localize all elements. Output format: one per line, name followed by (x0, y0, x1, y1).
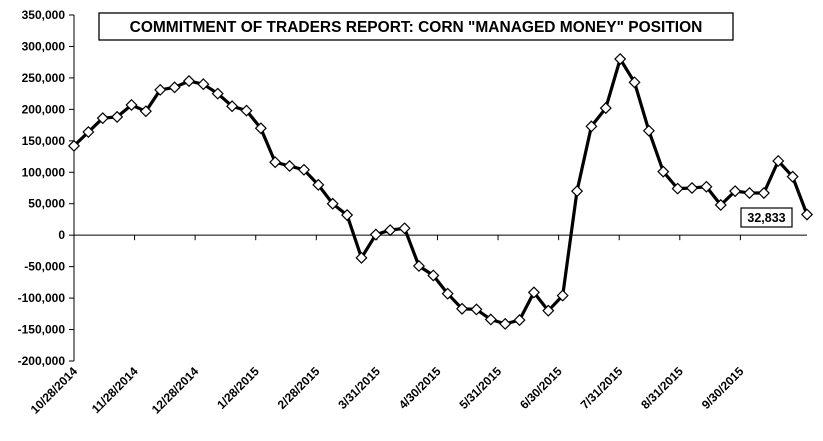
data-point (111, 110, 124, 123)
data-point (470, 303, 483, 316)
data-point (182, 75, 196, 88)
data-point (154, 83, 167, 96)
data-point (341, 209, 354, 222)
y-tick-label: 0 (58, 228, 65, 242)
data-point (786, 170, 799, 183)
x-tick-label: 12/28/2014 (149, 364, 202, 417)
data-point (240, 104, 253, 117)
x-tick-label: 5/31/2015 (457, 364, 505, 412)
data-point (139, 105, 152, 118)
data-point (441, 287, 454, 300)
annotation-frame (740, 207, 793, 228)
data-point (714, 198, 727, 212)
data-point (542, 304, 555, 317)
data-point (326, 197, 339, 210)
data-points (67, 52, 814, 330)
data-point (513, 314, 526, 327)
x-tick-label: 9/30/2015 (699, 364, 747, 412)
x-tick-label: 2/28/2015 (275, 364, 323, 412)
data-point (484, 313, 497, 326)
y-tick-label: 150,000 (22, 134, 66, 148)
data-point (700, 180, 713, 193)
chart-title: COMMITMENT OF TRADERS REPORT: CORN "MANA… (130, 19, 703, 36)
x-axis-ticks: 10/28/2014 11/28/2014 12/28/2014 1/28/2015 2… (28, 235, 747, 417)
x-tick-label: 11/28/2014 (89, 364, 141, 416)
x-tick-label: 6/30/2015 (517, 364, 565, 412)
data-point (297, 163, 311, 176)
data-point (556, 289, 569, 302)
y-tick-label: -150,000 (18, 323, 66, 337)
data-point (312, 178, 325, 191)
y-tick-label: 250,000 (22, 71, 66, 85)
data-point (614, 52, 627, 66)
data-point (67, 139, 81, 152)
x-tick-label: 1/28/2015 (214, 364, 262, 412)
x-tick-label: 7/31/2015 (578, 364, 626, 412)
data-point (685, 181, 699, 195)
y-tick-label: 100,000 (22, 165, 66, 179)
data-point (226, 100, 239, 113)
data-point (254, 122, 267, 135)
chart-title-box: COMMITMENT OF TRADERS REPORT: CORN "MANA… (98, 12, 734, 41)
y-tick-label: 50,000 (28, 197, 65, 211)
data-point (269, 156, 282, 169)
data-point (527, 286, 540, 299)
data-point (772, 154, 785, 167)
data-point (800, 208, 814, 221)
data-point (757, 186, 770, 200)
data-point (125, 98, 138, 112)
x-tick-label: 8/31/2015 (638, 364, 686, 412)
axes (73, 15, 807, 361)
y-tick-label: 300,000 (22, 39, 66, 53)
data-point (729, 185, 742, 198)
y-tick-label: -100,000 (18, 291, 66, 305)
data-point (369, 228, 382, 241)
y-tick-label: 200,000 (22, 102, 66, 116)
data-point (96, 112, 109, 125)
data-point (168, 81, 181, 94)
y-tick-label: -200,000 (18, 354, 66, 368)
data-point (743, 186, 756, 200)
data-point (599, 102, 612, 115)
chart-title-frame (98, 12, 734, 41)
data-point (211, 87, 224, 100)
data-point (384, 224, 397, 237)
x-tick-label: 4/30/2015 (396, 364, 444, 412)
x-tick-label: 10/28/2014 (28, 364, 81, 417)
data-point (499, 317, 512, 330)
data-point (628, 76, 641, 89)
annotation-label: 32,833 (747, 211, 785, 225)
series-line (72, 57, 809, 326)
y-tick-label: 350,000 (22, 8, 66, 22)
data-point (456, 302, 469, 315)
y-axis-ticks: 350,000 300,000 250,000 200,000 150,000 100,0… (18, 8, 74, 368)
data-point (398, 222, 411, 235)
data-point (283, 159, 296, 173)
series-line-layer (72, 57, 809, 326)
data-point (585, 120, 598, 133)
data-point (412, 259, 425, 273)
x-tick-label: 3/31/2015 (335, 364, 383, 412)
data-point (570, 185, 584, 198)
data-point (642, 124, 655, 137)
y-tick-label: -50,000 (24, 260, 65, 274)
annotation-callout: 32,833 (740, 207, 793, 228)
data-point (671, 182, 684, 195)
data-point (657, 165, 670, 178)
data-point (197, 78, 210, 91)
data-point (355, 251, 368, 264)
data-point (427, 269, 440, 282)
data-point (82, 125, 95, 139)
